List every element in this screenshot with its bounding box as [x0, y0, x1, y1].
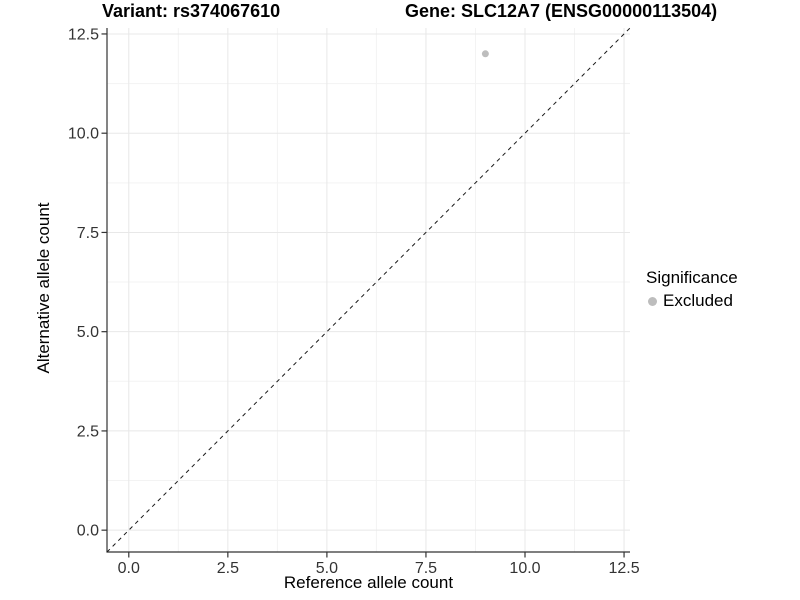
x-tick-label: 12.5	[608, 560, 639, 577]
legend: Significance Excluded	[646, 268, 738, 311]
y-tick-label: 2.5	[77, 423, 99, 440]
y-tick-label: 5.0	[77, 324, 99, 341]
x-tick-label: 7.5	[415, 560, 437, 577]
x-tick-label: 2.5	[217, 560, 239, 577]
y-tick-label: 0.0	[77, 523, 99, 540]
legend-entry-excluded: Excluded	[646, 291, 738, 311]
x-tick-label: 10.0	[509, 560, 540, 577]
x-tick-label: 0.0	[118, 560, 140, 577]
excluded-point-swatch	[648, 296, 657, 306]
y-axis-title: Alternative allele count	[34, 202, 53, 374]
x-tick-label: 5.0	[316, 560, 338, 577]
identity-line	[106, 27, 631, 553]
data-point	[481, 50, 489, 58]
legend-title: Significance	[646, 268, 738, 287]
legend-entry-label: Excluded	[663, 291, 733, 310]
y-tick-label: 10.0	[68, 126, 99, 143]
y-tick-label: 7.5	[77, 225, 99, 242]
x-axis-title: Reference allele count	[283, 573, 454, 592]
plot-title-gene: Gene: SLC12A7 (ENSG00000113504)	[405, 1, 718, 21]
y-tick-label: 12.5	[68, 26, 99, 43]
plot-title-variant: Variant: rs374067610	[102, 1, 281, 21]
